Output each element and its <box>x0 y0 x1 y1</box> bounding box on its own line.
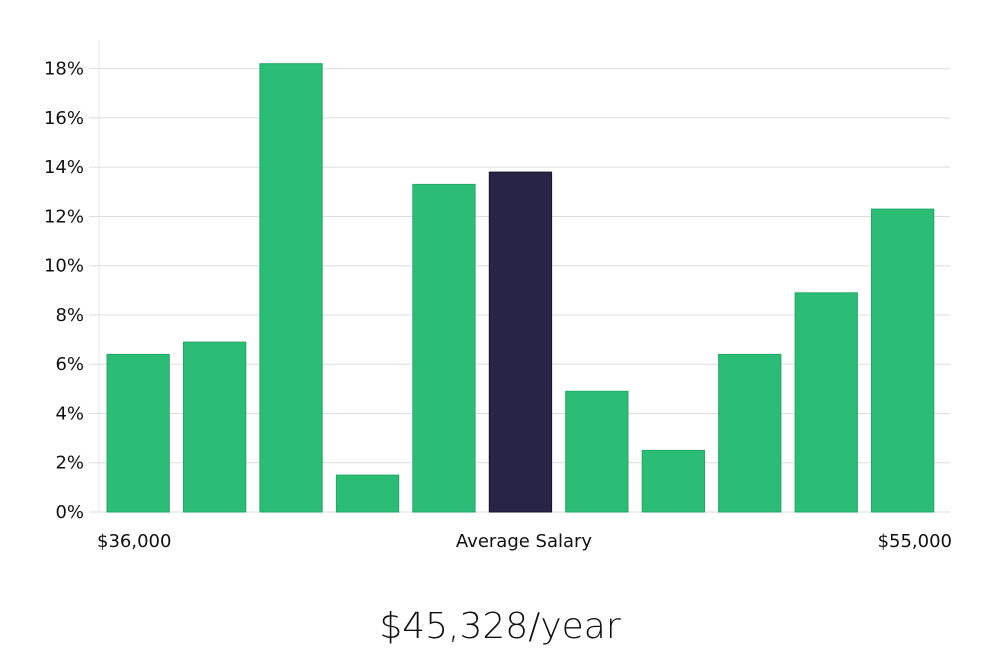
y-tick-label: 18% <box>44 59 84 80</box>
bar-average-salary <box>488 171 553 513</box>
bar <box>871 208 935 513</box>
bar <box>641 449 706 513</box>
y-tick-label: 4% <box>55 403 84 424</box>
bar <box>412 183 476 513</box>
y-tick-label: 14% <box>44 157 84 178</box>
y-tick-label: 0% <box>55 502 84 523</box>
bar <box>106 353 170 513</box>
average-salary-headline: $45,328/year <box>379 606 621 647</box>
bar <box>794 292 858 513</box>
y-tick-label: 8% <box>55 305 84 326</box>
bar <box>259 63 323 513</box>
bars <box>106 63 935 513</box>
x-axis-min-label: $36,000 <box>97 531 171 552</box>
salary-distribution-chart: 0% 2% 4% 6% 8% 10% 12% 14% 16% 18% $36,000 Averag… <box>44 40 952 552</box>
y-tick-label: 6% <box>55 354 84 375</box>
y-tick-label: 16% <box>44 108 84 129</box>
y-tick-label: 2% <box>55 453 84 474</box>
y-axis-ticks: 0% 2% 4% 6% 8% 10% 12% 14% 16% 18% <box>44 59 84 523</box>
y-tick-label: 10% <box>44 256 84 277</box>
y-tick-label: 12% <box>44 206 84 227</box>
bar <box>183 341 247 513</box>
bar <box>335 474 400 513</box>
bar <box>565 390 629 513</box>
x-axis-max-label: $55,000 <box>878 531 952 552</box>
x-axis-title: Average Salary <box>456 531 593 552</box>
bar <box>718 353 782 513</box>
